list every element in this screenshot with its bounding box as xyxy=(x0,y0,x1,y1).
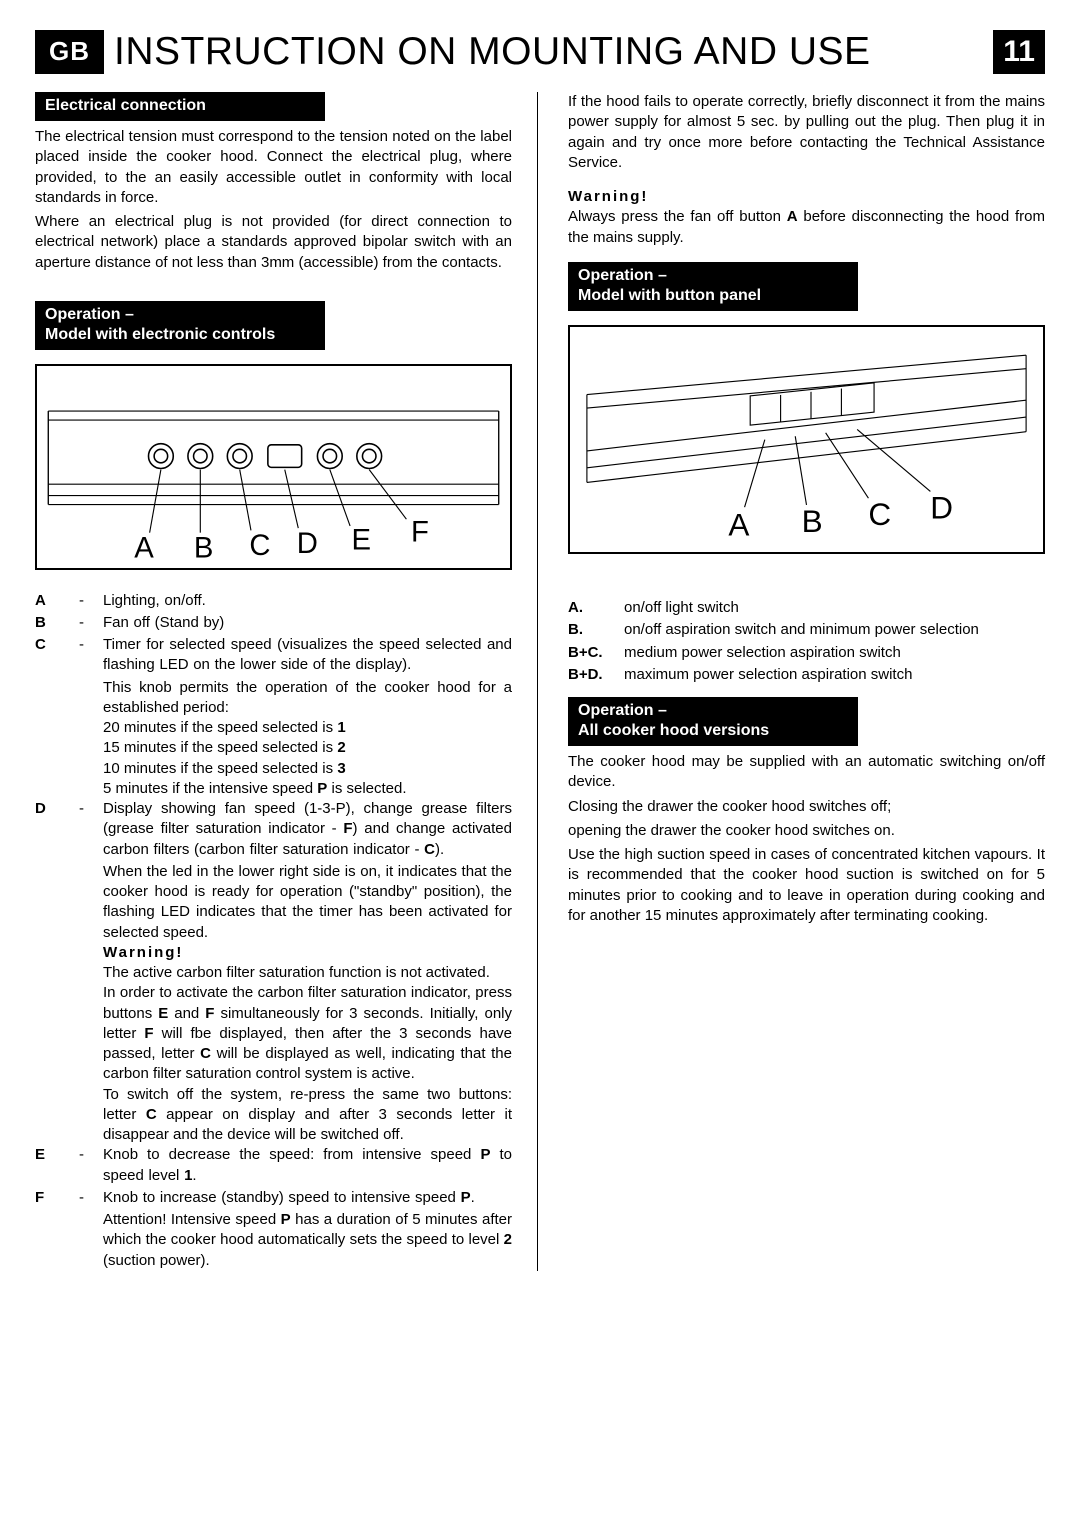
section-header-line-2: Model with electronic controls xyxy=(45,326,275,343)
section-header-button-panel: Operation – Model with button panel xyxy=(568,262,858,311)
item-D: D - Display showing fan speed (1-3-P), c… xyxy=(35,799,512,860)
section-header-all-versions: Operation – All cooker hood versions xyxy=(568,697,858,746)
item-C: C - Timer for selected speed (visualizes… xyxy=(35,635,512,676)
section-header-line-1: Operation – xyxy=(45,306,134,323)
item-D-warning-p1a: The active carbon filter saturation func… xyxy=(103,963,512,983)
right-column: If the hood fails to operate correctly, … xyxy=(568,92,1045,1271)
item-C-extra-1: This knob permits the operation of the c… xyxy=(103,678,512,719)
all-p3: opening the drawer the cooker hood switc… xyxy=(568,821,1045,841)
item-C-extra-2: 20 minutes if the speed selected is 1 xyxy=(103,718,512,738)
item-B: B - Fan off (Stand by) xyxy=(35,613,512,633)
item-C-extra-4: 10 minutes if the speed selected is 3 xyxy=(103,759,512,779)
right-warning-label: Warning! xyxy=(568,187,1045,207)
item-D-extra-1: When the led in the lower right side is … xyxy=(103,862,512,943)
item-D-warning-p1b: In order to activate the carbon filter s… xyxy=(103,983,512,1084)
section-header-operation-electronic: Operation – Model with electronic contro… xyxy=(35,301,325,350)
content-columns: Electrical connection The electrical ten… xyxy=(35,92,1045,1271)
svg-text:B: B xyxy=(194,532,214,564)
item-F-attention: Attention! Intensive speed P has a durat… xyxy=(103,1210,512,1271)
electrical-paragraph-2: Where an electrical plug is not provided… xyxy=(35,212,512,273)
svg-text:A: A xyxy=(134,532,154,564)
svg-text:C: C xyxy=(249,530,270,562)
svg-text:C: C xyxy=(868,496,891,532)
bp-item-BC: B+C. medium power selection aspiration s… xyxy=(568,643,1045,663)
title-bar: GB INSTRUCTION ON MOUNTING AND USE 11 xyxy=(35,30,1045,74)
svg-text:B: B xyxy=(802,503,823,539)
item-C-extra-3: 15 minutes if the speed selected is 2 xyxy=(103,738,512,758)
item-D-warning-label: Warning! xyxy=(103,943,512,963)
svg-text:D: D xyxy=(297,528,318,560)
item-A: A - Lighting, on/off. xyxy=(35,591,512,611)
left-column: Electrical connection The electrical ten… xyxy=(35,92,538,1271)
all-p4: Use the high suction speed in cases of c… xyxy=(568,845,1045,926)
right-intro: If the hood fails to operate correctly, … xyxy=(568,92,1045,173)
svg-text:A: A xyxy=(728,506,749,542)
svg-text:F: F xyxy=(411,516,429,548)
bp-item-BD: B+D. maximum power selection aspiration … xyxy=(568,665,1045,685)
page-title: INSTRUCTION ON MOUNTING AND USE xyxy=(104,30,993,74)
section-header-electrical: Electrical connection xyxy=(35,92,325,121)
diagram-button-panel: A B C D xyxy=(568,325,1045,554)
item-D-warning-p2: To switch off the system, re-press the s… xyxy=(103,1085,512,1146)
item-F: F - Knob to increase (standby) speed to … xyxy=(35,1188,512,1208)
button-panel-list: A. on/off light switch B. on/off aspirat… xyxy=(568,598,1045,685)
bp-item-A: A. on/off light switch xyxy=(568,598,1045,618)
country-code-badge: GB xyxy=(35,30,104,74)
diagram-electronic-controls: A B C D E F xyxy=(35,364,512,571)
svg-text:D: D xyxy=(930,489,953,525)
all-p1: The cooker hood may be supplied with an … xyxy=(568,752,1045,793)
page-number-badge: 11 xyxy=(993,30,1045,74)
all-p2: Closing the drawer the cooker hood switc… xyxy=(568,797,1045,817)
right-warning-text: Always press the fan off button A before… xyxy=(568,207,1045,248)
bp-item-B: B. on/off aspiration switch and minimum … xyxy=(568,620,1045,640)
electronic-controls-list: A - Lighting, on/off. B - Fan off (Stand… xyxy=(35,591,512,1271)
item-C-extra-5: 5 minutes if the intensive speed P is se… xyxy=(103,779,512,799)
electrical-paragraph-1: The electrical tension must correspond t… xyxy=(35,127,512,208)
item-E: E - Knob to decrease the speed: from int… xyxy=(35,1145,512,1186)
svg-text:E: E xyxy=(352,524,372,556)
